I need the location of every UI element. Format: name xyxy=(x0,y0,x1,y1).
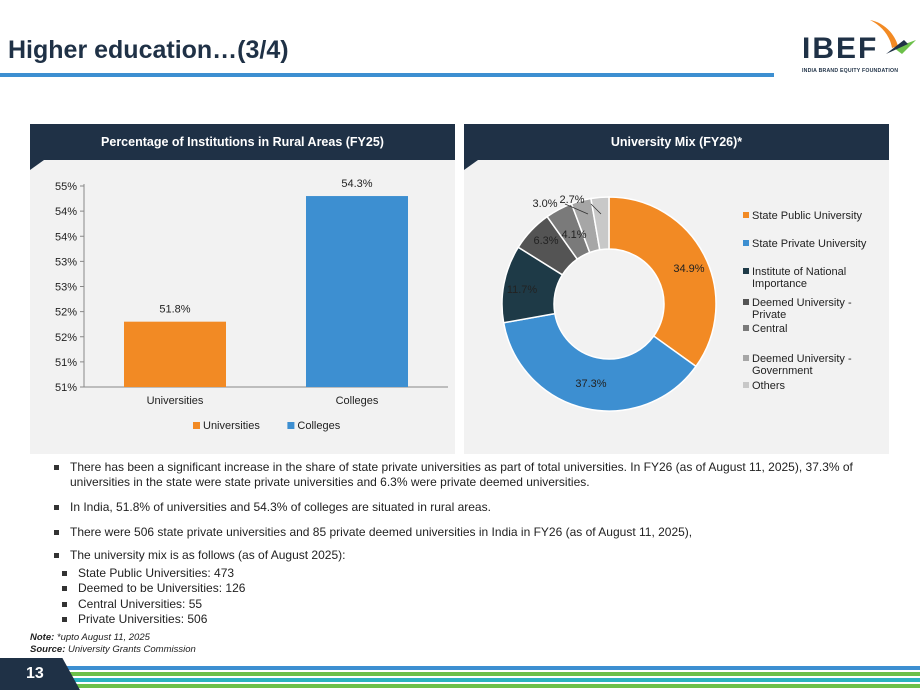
donut-slice xyxy=(590,196,610,251)
leader-line xyxy=(590,203,602,215)
y-tick-label: 52% xyxy=(55,332,77,344)
x-tick-label: Universities xyxy=(147,395,204,407)
legend-swatch xyxy=(743,382,749,388)
bullet-item: The university mix is as follows (as of … xyxy=(52,548,882,563)
note-label: Note: xyxy=(30,632,55,643)
legend-swatch xyxy=(193,422,200,429)
university-mix-panel: University Mix (FY26)* 34.9% 37.3% 11.7% 6.… xyxy=(464,124,889,454)
y-tick-label: 51% xyxy=(55,382,77,394)
donut-data-label: 6.3% xyxy=(533,235,558,247)
panel-notch xyxy=(30,160,44,170)
donut-chart: 34.9% 37.3% 11.7% 6.3% 4.1% 3.0% 2.7% State Pub… xyxy=(501,194,867,412)
page-number: 13 xyxy=(0,658,80,690)
bar-data-label: 54.3% xyxy=(341,178,372,190)
footer-stripe xyxy=(0,678,920,682)
note-text: *upto August 11, 2025 xyxy=(56,632,150,643)
footer-stripe xyxy=(0,684,920,688)
bar-chart-title: Percentage of Institutions in Rural Area… xyxy=(30,124,455,160)
y-tick-label: 54% xyxy=(55,206,77,218)
footer-stripe xyxy=(0,666,920,670)
donut-data-label: 34.9% xyxy=(673,263,704,275)
sub-bullet-item: State Public Universities: 473 xyxy=(52,566,245,581)
y-tick-label: 53% xyxy=(55,256,77,268)
y-tick-label: 55% xyxy=(55,181,77,193)
bar-data-label: 51.8% xyxy=(159,304,190,316)
sub-bullet-item: Deemed to be Universities: 126 xyxy=(52,581,245,596)
legend-label: Institute of National Importance xyxy=(752,266,846,290)
rural-institutions-panel: Percentage of Institutions in Rural Area… xyxy=(30,124,455,454)
donut-slice xyxy=(608,196,717,368)
y-tick-label: 51% xyxy=(55,357,77,369)
source-text: University Grants Commission xyxy=(68,644,196,655)
sub-bullet-item: Central Universities: 55 xyxy=(52,597,245,612)
sub-bullet-item: Private Universities: 506 xyxy=(52,612,245,627)
bar-chart: 51% 51% 52% 52% 53% 53% 54% 54% 55% 51.8% Universi… xyxy=(55,178,448,432)
legend-swatch xyxy=(743,240,749,246)
legend-swatch xyxy=(287,422,295,429)
panel-notch xyxy=(464,160,478,170)
legend-label: State Public University xyxy=(752,210,863,222)
footer-stripes xyxy=(0,664,920,690)
donut-chart-title: University Mix (FY26)* xyxy=(464,124,889,160)
logo-tagline: INDIA BRAND EQUITY FOUNDATION xyxy=(802,68,899,74)
legend-label: Universities xyxy=(203,420,260,432)
slide-title: Higher education…(3/4) xyxy=(8,36,289,64)
legend-swatch xyxy=(743,299,749,305)
y-tick-label: 53% xyxy=(55,282,77,294)
legend-swatch xyxy=(743,212,749,218)
legend-swatch xyxy=(743,355,749,361)
donut-data-label: 11.7% xyxy=(507,284,538,296)
title-rule xyxy=(0,73,774,77)
legend-label: Deemed University -Private xyxy=(752,297,852,321)
legend-swatch xyxy=(743,325,749,331)
bullet-item: In India, 51.8% of universities and 54.3… xyxy=(52,500,882,515)
y-tick-label: 52% xyxy=(55,307,77,319)
bar-universities xyxy=(124,321,226,387)
footnote: Note: *upto August 11, 2025 Source: Univ… xyxy=(30,632,196,656)
donut-data-label: 4.1% xyxy=(561,229,586,241)
sub-bullet-list: State Public Universities: 473 Deemed to… xyxy=(52,566,245,628)
logo-swoosh-icon xyxy=(870,20,916,54)
donut-data-label: 3.0% xyxy=(532,198,557,210)
legend-label: Others xyxy=(752,380,786,392)
legend-label: Central xyxy=(752,323,787,335)
logo-text: IBEF xyxy=(802,32,879,65)
bar-colleges xyxy=(306,196,408,387)
bullet-item: There has been a significant increase in… xyxy=(52,460,882,490)
bullet-item: There were 506 state private universitie… xyxy=(52,525,882,540)
footer-stripe xyxy=(0,672,920,676)
leader-line xyxy=(564,203,589,215)
source-label: Source: xyxy=(30,644,66,655)
x-tick-label: Colleges xyxy=(336,395,379,407)
legend-label: Colleges xyxy=(297,420,340,432)
legend-label: State Private University xyxy=(752,238,867,250)
donut-data-label: 37.3% xyxy=(575,378,606,390)
y-tick-label: 54% xyxy=(55,231,77,243)
legend-swatch xyxy=(743,268,749,274)
ibef-logo: IBEF INDIA BRAND EQUITY FOUNDATION xyxy=(802,18,918,80)
donut-slice xyxy=(502,312,698,412)
donut-data-label: 2.7% xyxy=(559,194,584,206)
legend-label: Deemed University -Government xyxy=(752,353,852,377)
